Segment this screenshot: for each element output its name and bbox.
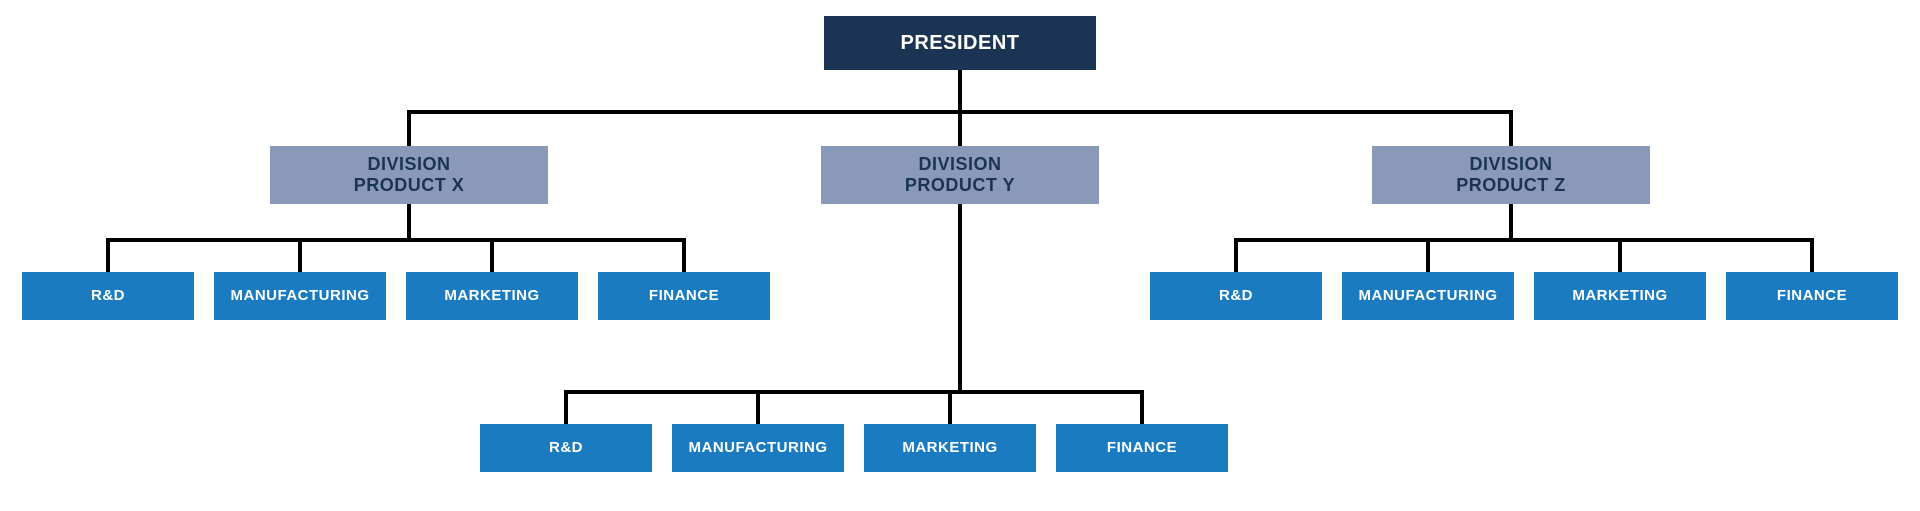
org-node-label: DIVISION PRODUCT Y: [905, 154, 1015, 195]
org-node-x-fin: FINANCE: [598, 272, 770, 320]
org-node-div-z: DIVISION PRODUCT Z: [1372, 146, 1650, 204]
org-node-x-mfg: MANUFACTURING: [214, 272, 386, 320]
org-node-label: R&D: [549, 439, 583, 456]
org-node-label: FINANCE: [649, 287, 719, 304]
org-node-z-mkt: MARKETING: [1534, 272, 1706, 320]
org-node-x-rnd: R&D: [22, 272, 194, 320]
org-node-label: MANUFACTURING: [689, 439, 828, 456]
org-node-label: MANUFACTURING: [231, 287, 370, 304]
org-node-y-mkt: MARKETING: [864, 424, 1036, 472]
org-node-y-fin: FINANCE: [1056, 424, 1228, 472]
org-node-y-mfg: MANUFACTURING: [672, 424, 844, 472]
org-node-y-rnd: R&D: [480, 424, 652, 472]
org-node-label: MANUFACTURING: [1359, 287, 1498, 304]
org-node-z-rnd: R&D: [1150, 272, 1322, 320]
org-node-z-fin: FINANCE: [1726, 272, 1898, 320]
org-node-label: FINANCE: [1107, 439, 1177, 456]
org-node-div-x: DIVISION PRODUCT X: [270, 146, 548, 204]
org-node-label: R&D: [91, 287, 125, 304]
org-node-label: FINANCE: [1777, 287, 1847, 304]
org-node-z-mfg: MANUFACTURING: [1342, 272, 1514, 320]
org-node-label: R&D: [1219, 287, 1253, 304]
org-node-label: MARKETING: [444, 287, 539, 304]
org-node-label: PRESIDENT: [901, 32, 1020, 55]
org-node-div-y: DIVISION PRODUCT Y: [821, 146, 1099, 204]
org-node-label: MARKETING: [1572, 287, 1667, 304]
org-node-president: PRESIDENT: [824, 16, 1096, 70]
org-node-label: DIVISION PRODUCT X: [354, 154, 465, 195]
org-node-label: DIVISION PRODUCT Z: [1456, 154, 1566, 195]
org-node-label: MARKETING: [902, 439, 997, 456]
org-node-x-mkt: MARKETING: [406, 272, 578, 320]
